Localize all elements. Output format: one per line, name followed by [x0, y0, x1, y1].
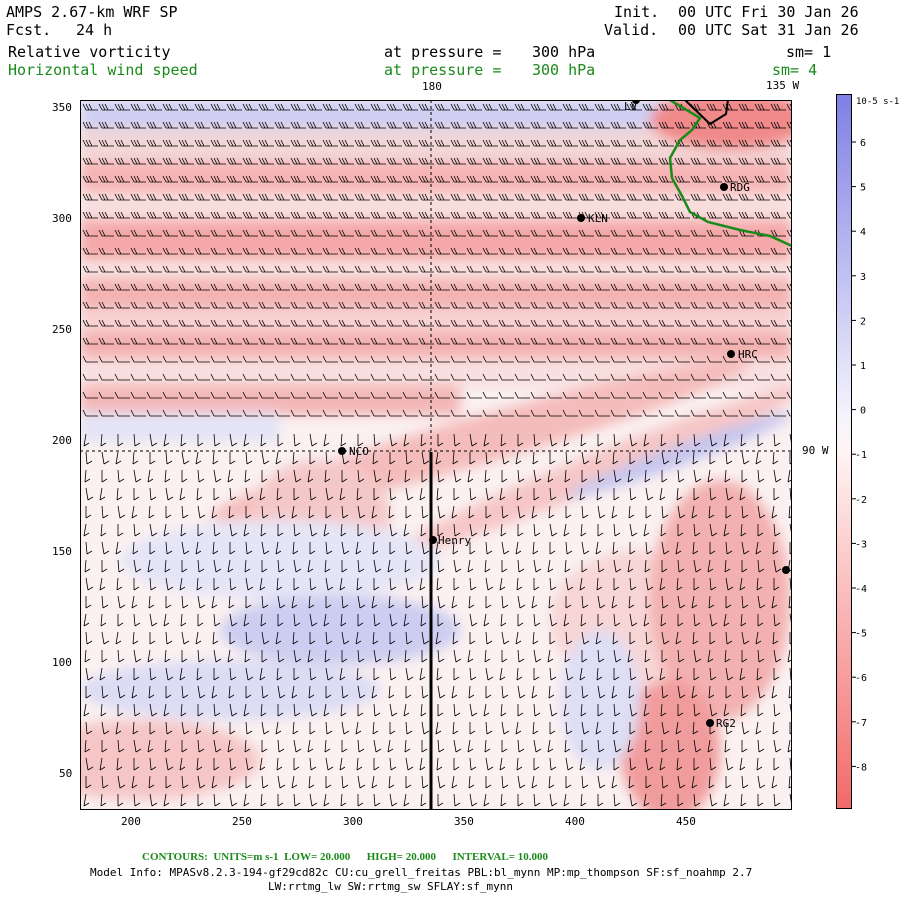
- field-2-name: Horizontal wind speed: [8, 61, 198, 79]
- contours-interval: INTERVAL= 10.000: [452, 851, 548, 863]
- field-1-smoothing: sm= 1: [786, 43, 832, 61]
- field-1-pressure-label: at pressure =: [384, 43, 502, 61]
- field-1-pressure-value: 300 hPa: [532, 43, 596, 61]
- colorbar-unit: 10-5 s-1: [856, 97, 899, 107]
- colorbar-tick-label: 3: [860, 272, 866, 283]
- init-time: 00 UTC Fri 30 Jan 26: [678, 3, 859, 21]
- lon-label-135w: 135 W: [766, 79, 800, 92]
- x-tick-350: 350: [454, 815, 474, 828]
- lon-label-90w: 90 W: [802, 444, 829, 457]
- station-kln-label: KLN: [588, 212, 608, 225]
- colorbar-tick-label: -2: [855, 495, 867, 506]
- station-rdg: RDG: [720, 181, 750, 194]
- y-tick-100: 100: [52, 656, 72, 669]
- contours-info: CONTOURS: UNITS=m s-1 LOW= 20.000 HIGH= …: [142, 851, 548, 864]
- x-tick-200: 200: [121, 815, 141, 828]
- colorbar-tick-label: -5: [855, 629, 867, 640]
- station-nco: NCO: [338, 445, 369, 458]
- x-tick-450: 450: [676, 815, 696, 828]
- init-label: Init.: [614, 3, 660, 21]
- lon-label-180: 180: [422, 80, 442, 93]
- x-tick-300: 300: [343, 815, 363, 828]
- field-2-pressure-value: 300 hPa: [532, 61, 596, 79]
- colorbar-tick-label: 6: [860, 138, 866, 149]
- colorbar-tick-label: -7: [855, 718, 867, 729]
- station-rdg-label: RDG: [730, 181, 750, 194]
- colorbar-tick-label: -6: [855, 673, 867, 684]
- station-rg2: RG2: [706, 717, 736, 730]
- map-panel: LV RDG KLN HRC NCO Henry RG2: [80, 100, 792, 810]
- colorbar-tick-label: -3: [855, 539, 867, 550]
- colorbar-tick-label: -1: [855, 450, 867, 461]
- plot-title: AMPS 2.67-km WRF SP: [6, 3, 178, 21]
- wind-barb-field: [82, 103, 792, 807]
- colorbar: 10-5 s-1 6 5 4 3 2 1 0 -1 -2 -3 -4 -5 -6 -7 -8: [836, 94, 899, 809]
- station-hrc: HRC: [727, 348, 758, 361]
- y-tick-50: 50: [59, 767, 73, 780]
- x-tick-400: 400: [565, 815, 585, 828]
- station-henry: Henry: [429, 534, 471, 547]
- y-tick-300: 300: [52, 212, 72, 225]
- colorbar-gradient: [836, 94, 852, 809]
- colorbar-tick-label: 5: [860, 183, 866, 194]
- station-rg2-label: RG2: [716, 717, 736, 730]
- wind-barbs: [82, 103, 792, 807]
- contours-low: LOW= 20.000: [284, 851, 351, 863]
- colorbar-tick-label: 4: [860, 227, 866, 238]
- field-2-pressure-label: at pressure =: [384, 61, 502, 79]
- station-kln: KLN: [577, 212, 608, 225]
- station-lv-label: LV: [624, 100, 638, 113]
- y-tick-250: 250: [52, 323, 72, 336]
- forecast-label: Fcst.: [6, 21, 52, 39]
- valid-time: 00 UTC Sat 31 Jan 26: [678, 21, 859, 39]
- contours-units: UNITS=m s-1: [213, 851, 279, 863]
- colorbar-tick-label: -8: [855, 762, 867, 773]
- map-frame: [80, 100, 792, 810]
- colorbar-tick-label: 2: [860, 316, 866, 327]
- x-tick-250: 250: [232, 815, 252, 828]
- y-tick-200: 200: [52, 434, 72, 447]
- model-info-line-1: Model Info: MPASv8.2.3-194-gf29cd82c CU:…: [90, 866, 753, 879]
- colorbar-tick-label: 1: [860, 361, 866, 372]
- valid-label: Valid.: [604, 21, 659, 39]
- y-tick-150: 150: [52, 545, 72, 558]
- contours-high: HIGH= 20.000: [366, 851, 436, 863]
- station-unnamed: [782, 566, 790, 574]
- contours-prefix: CONTOURS:: [142, 851, 208, 863]
- coastline: [668, 100, 792, 248]
- station-hrc-label: HRC: [738, 348, 758, 361]
- border-line: [684, 100, 729, 126]
- field-2-smoothing: sm= 4: [772, 61, 818, 79]
- forecast-hour: 24 h: [76, 21, 113, 39]
- y-tick-350: 350: [52, 101, 72, 114]
- station-henry-label: Henry: [438, 534, 471, 547]
- colorbar-tick-label: -4: [855, 584, 867, 595]
- colorbar-tick-label: 0: [860, 406, 866, 417]
- vorticity-shading: [80, 100, 792, 810]
- station-nco-label: NCO: [349, 445, 369, 458]
- field-1-name: Relative vorticity: [8, 43, 171, 61]
- model-info-line-2: LW:rrtmg_lw SW:rrtmg_sw SFLAY:sf_mynn: [268, 880, 514, 893]
